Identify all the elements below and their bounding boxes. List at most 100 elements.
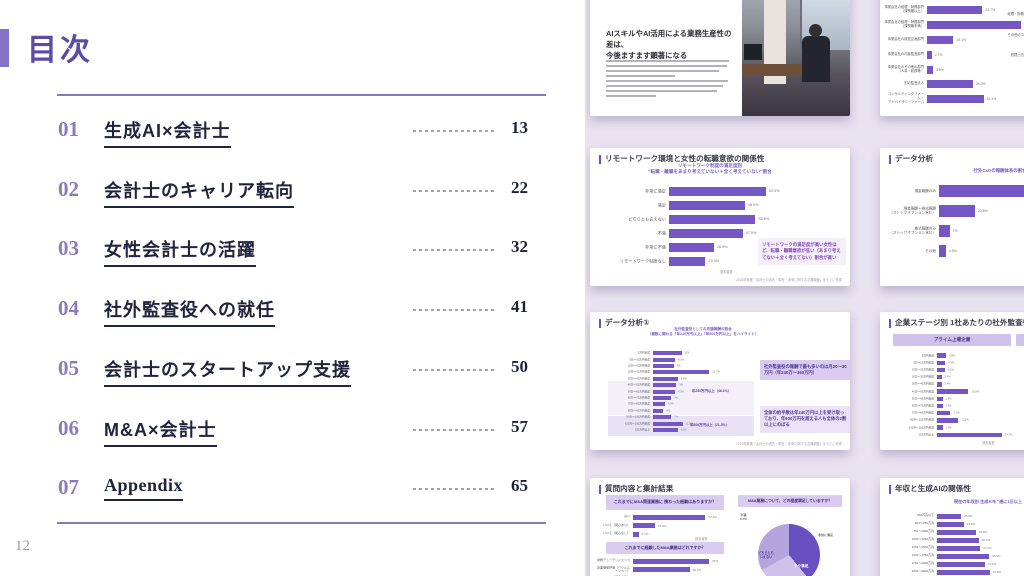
bar-row: 600万円以下 20.9%: [884, 512, 1024, 520]
bar-label: 1751〜2000万円: [911, 561, 934, 566]
annotation-box: 全体の約半数は年240万円以上を受け取っており、年600万円を超える人も全体の2…: [760, 406, 850, 433]
toc-item-title[interactable]: 女性会計士の活躍: [104, 236, 256, 268]
bar-value: 72.4%: [708, 515, 717, 520]
bar: [653, 376, 678, 381]
bar-value: 62.5%: [768, 189, 780, 193]
bar-value: 4.4%: [948, 361, 955, 365]
bar-label: 事業会社の経理・財務部門 （課長職未満）: [884, 20, 924, 29]
slide-thumbnail-stage-comp[interactable]: 企業ステージ別 1社あたりの社外監査役月額報酬プライム上場企業 5万円未満 4.8%…: [880, 312, 1024, 450]
toc-item[interactable]: 06 M&A×会計士 57: [58, 416, 528, 450]
bar-row: 70万〜80万円未満 4.5%: [594, 401, 849, 407]
highlight-box: [608, 381, 754, 415]
bar-label: 別の監査法人: [904, 81, 924, 86]
thumbnail-statement: AIスキルやAI活用による業務生産性の差は、 今後ますます顕著になる: [606, 28, 738, 61]
bar: [937, 418, 959, 423]
toc-item-title[interactable]: 会計士のキャリア転向: [104, 177, 294, 208]
bar-row: 5万〜10万円未満 8.5%: [594, 356, 849, 362]
bar-row: はい 72.4%: [596, 513, 850, 522]
bar-value: 15.1%: [956, 37, 967, 42]
bar-value: 9.5%: [680, 428, 687, 432]
bar-row: 1501〜1750万円 45.3%: [884, 552, 1024, 560]
slide-thumbnail-qa-results[interactable]: 質問内容と集計結果 これまでにM&A関連業務に 携わった経験はありますか？ はい 72…: [590, 478, 850, 576]
bar-row: 90万〜100万円未満 7%: [594, 414, 849, 420]
photo-monitor: [744, 44, 762, 60]
toc-leader-dots: [413, 189, 497, 192]
text-line: [606, 95, 657, 97]
bar: [937, 367, 945, 373]
bar-row: 事業会社のその他の部門 （人事・総務等） 3.5%: [884, 62, 1024, 77]
bar-label: その他: [992, 95, 1024, 99]
thumbnail-title: データ分析①: [599, 318, 649, 328]
bar: [937, 521, 964, 527]
bar-label: 90万〜100万円未満: [626, 415, 650, 419]
slide-thumbnail-remote-work[interactable]: リモートワーク環境と女性の転職意欲の関係性 リモートワーク制度の満足度別 “転職・…: [590, 148, 850, 286]
bar-value: 11.2%: [961, 418, 969, 422]
toc-item-title[interactable]: 社外監査役への就任: [104, 296, 275, 328]
question-1-heading: これまでにM&A関連業務に 携わった経験はありますか？: [606, 495, 724, 510]
bar-row: 10万〜20万円未満 8%: [594, 363, 849, 369]
bar: [927, 35, 954, 44]
thumbnail-title: 企業ステージ別 1社あたりの社外監査役月額報酬: [889, 318, 1024, 328]
toc-item[interactable]: 07 Appendix 65: [58, 475, 528, 509]
bar-row: 1751〜2000万円 41.4%: [884, 560, 1024, 568]
bar-row: 30万〜40万円未満 9.5%: [594, 376, 849, 382]
bar-label: 株式報酬のみ （ストックオプション含む）: [889, 226, 936, 235]
toc-item[interactable]: 03 女性会計士の活躍 32: [58, 236, 528, 270]
bar-label: 税理士法人・会計事務所: [1010, 53, 1024, 58]
bar-label: はい: [623, 514, 630, 519]
toc-item-title[interactable]: M&A×会計士: [104, 416, 217, 447]
bar-value: 16.5%: [971, 390, 979, 394]
toc-item[interactable]: 05 会計士のスタートアップ支援 50: [58, 356, 528, 390]
toc-item[interactable]: 04 社外監査役への就任 41: [58, 296, 528, 330]
bar-label: その他: [925, 248, 936, 253]
toc-item-title[interactable]: Appendix: [104, 475, 184, 502]
toc-item[interactable]: 02 会計士のキャリア転向 22: [58, 177, 528, 211]
photo-person-sitting: [802, 36, 830, 82]
bar-value: 56.7%: [692, 567, 702, 572]
bar: [937, 513, 962, 519]
bar-value: 4.5%: [948, 249, 957, 253]
slide-thumbnail-data-1[interactable]: データ分析① 社外監査役としての月額報酬の割合 （複数に関わる「年240万円以上」…: [590, 312, 850, 450]
text-line: [606, 60, 730, 62]
bar-label: 1501〜1750万円: [911, 553, 934, 558]
bar-label: 10万〜20万円未満: [627, 364, 650, 368]
bar-value: 7%: [674, 396, 678, 400]
bar-row: 601〜750万円 23.2%: [884, 520, 1024, 528]
toc-item-page: 41: [511, 297, 528, 317]
photo-person-standing: [764, 0, 786, 84]
respondent-count: 回答者数: [695, 537, 708, 541]
bar-label: 事業会社の経理・財務部門 （課長職以上）: [884, 5, 924, 14]
bar-value: 55.8%: [758, 217, 770, 221]
bar-row: 1001〜1250万円 36.2%: [884, 536, 1024, 544]
bar: [653, 351, 682, 356]
bar-value: 26.3%: [976, 82, 986, 87]
text-line: [606, 80, 729, 82]
bar-row: 150万円以上 9.5%: [594, 427, 849, 433]
bar: [669, 242, 714, 252]
toc-item[interactable]: 01 生成AI×会計士 13: [58, 117, 528, 151]
divider-bottom: [57, 522, 546, 524]
bar-value: 31.7%: [985, 8, 996, 13]
toc-item-title[interactable]: 会計士のスタートアップ支援: [104, 356, 351, 387]
slide-thumbnails-panel[interactable]: AIスキルやAI活用による業務生産性の差は、今後ますます顕著になる 最初に勤務して…: [585, 0, 1024, 576]
statement-line: 今後ますます顕著になる: [606, 51, 688, 61]
photo-person-head: [809, 24, 822, 37]
toc-item-number: 02: [58, 176, 79, 201]
slide-thumbnail-ai-skills[interactable]: AIスキルやAI活用による業務生産性の差は、 今後ますます顕著になる: [590, 0, 850, 116]
bar-label: 不満: [657, 230, 666, 236]
divider-top: [57, 94, 546, 96]
bar-label: 事業会社の経営企画部門: [887, 37, 924, 42]
bar: [937, 529, 976, 535]
bar: [653, 357, 676, 362]
toc-item-title[interactable]: 生成AI×会計士: [104, 117, 231, 148]
slide-thumbnail-audit-transfer[interactable]: 最初に勤務していた監査法人からの転職先・ポジション事業会社の経理・財務部門 （課…: [880, 0, 1024, 116]
bar-value: 33.8%: [978, 530, 988, 534]
bar: [927, 50, 932, 59]
bar-row: 50万〜60万円未満 2.9%: [884, 395, 1024, 402]
bar-value: 36.2%: [981, 538, 991, 542]
bar-value: 4.5%: [667, 402, 674, 406]
slide-thumbnail-exec-comp[interactable]: データ分析社外CxOの報酬体系の割合現金報酬のみ64.7%現金報酬＋株式報酬 （…: [880, 148, 1024, 286]
bar-value: 2.9%: [945, 397, 952, 401]
